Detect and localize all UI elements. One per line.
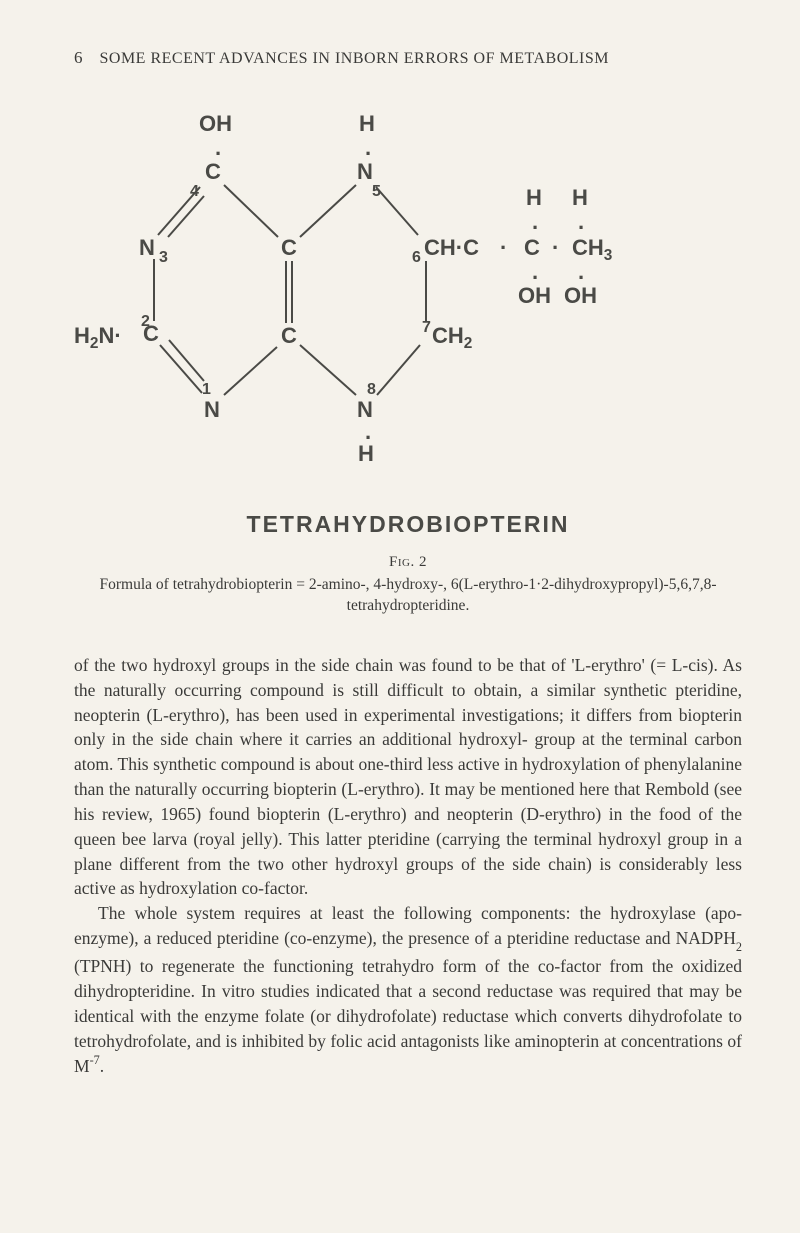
dot-c-oh-chain1: . [532, 259, 538, 285]
label-pos4: 4 [190, 183, 199, 201]
running-title: SOME RECENT ADVANCES IN INBORN ERRORS OF… [100, 50, 609, 67]
paragraph-1: of the two hydroxyl groups in the side c… [74, 653, 742, 901]
label-chain-bond2: · [552, 235, 559, 261]
label-c-top: C [205, 159, 221, 185]
page-header: 6 SOME RECENT ADVANCES IN INBORN ERRORS … [74, 48, 742, 68]
dot-h-c-chain2: . [578, 209, 584, 235]
label-chain-bond1: · [500, 235, 507, 261]
label-ch3: CH3 [572, 235, 612, 261]
dot-h-c-chain1: . [532, 209, 538, 235]
dot-c-oh-chain2: . [578, 259, 584, 285]
paragraph-2: The whole system requires at least the f… [74, 901, 742, 1079]
label-h-chain2: H [572, 185, 588, 211]
label-c-mid-bottom: C [281, 323, 297, 349]
label-oh-chain1: OH [518, 283, 551, 309]
label-n-top-right: N [357, 159, 373, 185]
label-oh-chain2: OH [564, 283, 597, 309]
label-ch-c: CH·C [424, 235, 479, 261]
label-pos5: 5 [372, 183, 381, 201]
label-oh-top: OH [199, 111, 232, 137]
label-pos2: 2 [141, 313, 150, 331]
label-h-chain1: H [526, 185, 542, 211]
label-pos6: 6 [412, 249, 421, 267]
label-h-bottom: H [358, 441, 374, 467]
label-n-bottom-left: N [204, 397, 220, 423]
label-ch2: CH2 [432, 323, 472, 349]
label-n3: N [139, 235, 155, 261]
body-text: of the two hydroxyl groups in the side c… [74, 653, 742, 1079]
label-h2n: H2N· [74, 323, 122, 349]
figure-label: Fig. 2 [74, 554, 742, 571]
label-c-chain: C [524, 235, 540, 261]
label-pos3: 3 [159, 249, 168, 267]
formula-caption: Formula of tetrahydrobiopterin = 2-amino… [74, 575, 742, 617]
chemical-structure-diagram: OH . C 4 N 3 C 2 H2N· 1 N C C H . N 5 6 … [74, 113, 742, 483]
dot-oh-c: . [215, 135, 221, 161]
dot-h-n: . [365, 135, 371, 161]
label-h-top: H [359, 111, 375, 137]
bond-lines-svg [74, 113, 742, 483]
page-number: 6 [74, 48, 83, 67]
diagram-title: TETRAHYDROBIOPTERIN [74, 511, 742, 538]
label-pos7: 7 [422, 319, 431, 337]
label-c-mid-top: C [281, 235, 297, 261]
